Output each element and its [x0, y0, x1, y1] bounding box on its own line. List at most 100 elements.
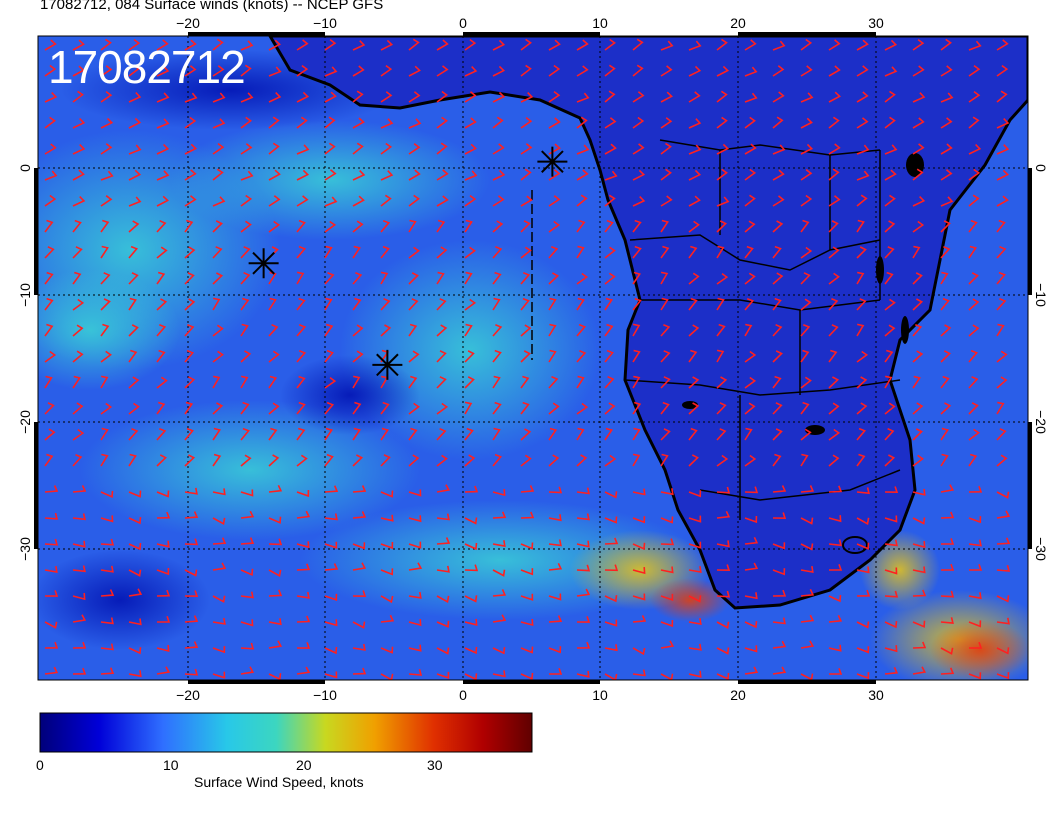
wind-barb [604, 170, 618, 181]
wind-barb [632, 219, 642, 233]
wind-barb [576, 297, 585, 311]
wind-barb [408, 541, 422, 549]
wind-barb [436, 65, 449, 77]
wind-barb [968, 298, 980, 311]
wind-barb [352, 40, 366, 51]
wind-barb [100, 38, 112, 51]
wind-barb [604, 64, 616, 77]
wind-barb [352, 511, 367, 519]
wind-barb [912, 350, 924, 363]
wind-barb [716, 510, 731, 519]
wind-barb [324, 297, 333, 311]
wind-barb [800, 349, 810, 363]
wind-barb [828, 515, 842, 523]
wind-barb [128, 427, 139, 441]
wind-barb [268, 673, 282, 680]
wind-barb [548, 195, 561, 207]
wind-barb [912, 589, 927, 597]
wind-barb [436, 402, 449, 415]
wind-barb [828, 324, 839, 337]
wind-barb [100, 272, 111, 285]
wind-barb [268, 516, 282, 524]
wind-barb [464, 350, 475, 363]
wind-barb [660, 323, 671, 337]
wind-barb [296, 489, 310, 498]
wind-barb [968, 672, 982, 680]
wind-barb [716, 402, 727, 415]
wind-barb [604, 349, 614, 363]
wind-barb [212, 537, 227, 545]
wind-barb [996, 672, 1010, 680]
wind-barb [128, 588, 143, 597]
wind-barb [184, 401, 194, 415]
wind-barb [968, 485, 983, 493]
wind-barb [324, 671, 338, 679]
wind-barb [184, 195, 197, 207]
wind-barb [996, 401, 1005, 415]
wind-barb [520, 485, 535, 493]
wind-barb [352, 195, 365, 207]
wind-barb [100, 170, 114, 181]
wind-barb [156, 511, 171, 519]
wind-barb [324, 169, 337, 181]
wind-barb [128, 490, 142, 498]
wind-barb [268, 271, 277, 285]
wind-barb [44, 641, 59, 649]
wind-barb [296, 116, 308, 129]
wind-barb [156, 567, 170, 576]
wind-barb [800, 246, 813, 259]
wind-barb [240, 489, 254, 497]
wind-barb [660, 142, 672, 155]
wind-barb [436, 219, 446, 233]
wind-barb [940, 169, 953, 181]
wind-barb [828, 195, 841, 207]
wind-barb [128, 245, 139, 259]
wind-barb [212, 375, 221, 389]
wind-barb [128, 376, 140, 389]
wind-barb [884, 486, 899, 494]
wind-barb [800, 38, 813, 51]
wind-barb [856, 542, 870, 550]
wind-barb [268, 640, 283, 649]
wind-barb [996, 617, 1010, 625]
wind-barb [380, 401, 390, 415]
wind-barb [912, 428, 923, 441]
wind-barb [912, 488, 926, 496]
wind-barb [324, 619, 338, 627]
wind-barb [576, 588, 591, 597]
wind-barb [576, 169, 589, 181]
wind-barb [157, 616, 171, 623]
wind-barb [324, 323, 334, 337]
wind-barb [856, 65, 869, 77]
wind-barb [44, 194, 57, 207]
wind-barb [352, 485, 367, 493]
wind-barb [240, 427, 250, 441]
wind-barb [240, 64, 252, 77]
wind-barb [352, 643, 366, 651]
date-stamp: 17082712 [48, 41, 246, 93]
wind-barb [72, 641, 87, 649]
wind-barb [772, 91, 785, 103]
wind-barb [716, 621, 730, 629]
wind-barb [940, 375, 950, 389]
wind-barb [996, 323, 1005, 337]
wind-barb [128, 64, 140, 77]
wind-barb [324, 376, 337, 389]
wind-barb [128, 324, 139, 337]
wind-barb [968, 516, 982, 524]
wind-barb [744, 645, 758, 653]
wind-barb [912, 620, 926, 628]
wind-barb [324, 427, 333, 441]
wind-barb [996, 64, 1009, 77]
wind-barb [884, 427, 895, 441]
wind-barb [44, 538, 59, 546]
wind-barb [184, 246, 196, 259]
wind-barb [968, 143, 982, 155]
wind-barb [324, 220, 337, 233]
wind-barb [688, 91, 701, 103]
wind-barb [996, 39, 1009, 51]
lon-tick-label: 30 [868, 687, 884, 703]
wind-barb [940, 511, 955, 519]
colorbar-tick: 10 [163, 757, 179, 773]
wind-barb [940, 667, 955, 675]
